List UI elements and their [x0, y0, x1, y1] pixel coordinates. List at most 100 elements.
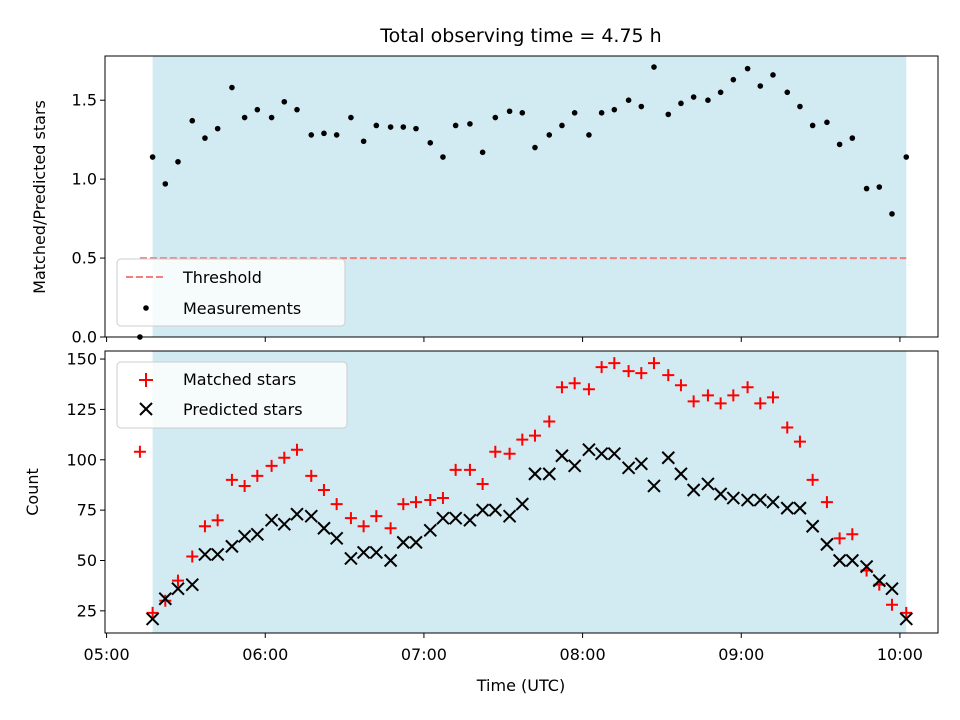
- ratio-panel: 0.0 0.5 1.0 1.5 Matched/Predicted stars Thr…: [30, 55, 939, 347]
- matched-star-point: [489, 445, 502, 458]
- matched-star-point: [159, 594, 172, 607]
- counts-marks: [133, 357, 913, 626]
- matched-star-point: [833, 532, 846, 545]
- measurement-point: [440, 154, 446, 160]
- measurement-point: [333, 132, 340, 138]
- matched-star-point: [317, 483, 330, 496]
- matched-star-point: [171, 574, 184, 587]
- predicted-star-point: [448, 511, 463, 525]
- ratio-legend: Threshold Measurements: [116, 258, 346, 327]
- predicted-star-point: [463, 513, 477, 527]
- legend-predicted-label: Predicted stars: [183, 400, 303, 419]
- measurement-point: [162, 181, 169, 187]
- measurement-point: [757, 83, 764, 89]
- predicted-star-point: [225, 539, 239, 554]
- matched-star-point: [568, 377, 581, 390]
- matched-star-point: [278, 451, 291, 464]
- predicted-star-point: [661, 451, 675, 465]
- matched-star-point: [820, 496, 833, 509]
- predicted-star-point: [409, 535, 423, 550]
- measurement-point: [651, 64, 657, 70]
- predicted-star-point: [845, 553, 860, 568]
- matched-star-point: [781, 421, 794, 434]
- matched-star-point: [238, 479, 251, 492]
- predicted-star-point: [594, 447, 609, 461]
- matched-star-point: [885, 598, 898, 611]
- matched-star-point: [701, 389, 714, 402]
- matched-star-point: [146, 606, 159, 619]
- x-tick-label: 08:00: [560, 645, 606, 664]
- predicted-star-point: [237, 529, 252, 544]
- counts-legend: Matched stars Predicted stars: [116, 361, 348, 429]
- matched-star-point: [211, 514, 224, 527]
- predicted-star-point: [820, 537, 834, 552]
- matched-star-point: [198, 520, 211, 533]
- x-axis-label: Time (UTC): [476, 676, 565, 695]
- predicted-star-point: [436, 511, 450, 525]
- measurement-point: [797, 103, 803, 110]
- matched-star-point: [647, 357, 660, 370]
- predicted-star-point: [634, 457, 649, 471]
- matched-star-point: [635, 367, 648, 380]
- measurement-point: [611, 106, 618, 113]
- matched-star-point: [370, 510, 383, 523]
- measurement-point: [889, 211, 895, 217]
- matched-star-point: [409, 496, 422, 509]
- matched-star-point: [424, 494, 437, 507]
- matched-star-point: [251, 469, 264, 482]
- measurement-point: [479, 149, 486, 156]
- matched-star-point: [622, 365, 635, 378]
- measurement-point: [413, 125, 419, 132]
- matched-star-point: [384, 522, 397, 535]
- y-tick-label: 125: [66, 400, 97, 419]
- matched-star-point: [330, 498, 343, 511]
- measurement-point: [175, 158, 181, 165]
- y-tick-label: 0.0: [72, 328, 97, 347]
- matched-star-point: [793, 435, 806, 448]
- predicted-star-point: [515, 497, 530, 511]
- measurement-point: [214, 125, 221, 132]
- predicted-star-point: [740, 493, 755, 507]
- predicted-star-point: [304, 509, 318, 523]
- measurement-point: [903, 154, 910, 160]
- matched-star-point: [290, 443, 303, 456]
- predicted-star-point: [582, 442, 596, 457]
- predicted-star-point: [647, 479, 661, 493]
- measurement-point: [506, 108, 513, 115]
- ratio-y-axis-label: Matched/Predicted stars: [30, 100, 49, 294]
- matched-star-point: [555, 381, 568, 394]
- measurement-point: [360, 138, 367, 145]
- predicted-star-point: [185, 577, 199, 592]
- measurement-point: [705, 97, 711, 104]
- ratio-axes-frame: [104, 55, 939, 338]
- measurement-point: [427, 140, 434, 146]
- predicted-star-point: [171, 581, 185, 596]
- matched-star-point: [528, 429, 541, 442]
- matched-star-point: [516, 433, 529, 446]
- predicted-star-point: [475, 503, 490, 517]
- predicted-star-point: [713, 487, 728, 501]
- predicted-star-point: [805, 519, 820, 533]
- y-tick-label: 0.5: [72, 249, 97, 268]
- predicted-star-point: [567, 459, 582, 473]
- ratio-legend-box: [116, 258, 346, 327]
- legend-matched-swatch: [139, 373, 153, 387]
- measurement-point: [730, 76, 737, 83]
- predicted-star-point: [488, 503, 503, 517]
- measurement-point: [202, 135, 208, 141]
- y-tick-label: 100: [66, 450, 97, 469]
- predicted-star-point: [396, 535, 411, 550]
- counts-axes-frame: [104, 350, 939, 634]
- matched-star-point: [674, 379, 687, 392]
- counts-y-axis-label: Count: [23, 468, 42, 516]
- legend-matched-label: Matched stars: [183, 370, 296, 389]
- x-tick-label: 06:00: [242, 645, 288, 664]
- matched-star-point: [608, 357, 621, 370]
- measurement-point: [546, 132, 553, 138]
- measurement-point: [189, 117, 196, 124]
- predicted-star-point: [198, 547, 212, 562]
- matched-star-point: [662, 369, 675, 382]
- predicted-star-point: [832, 553, 847, 568]
- matched-star-point: [741, 381, 754, 394]
- predicted-star-point: [383, 553, 398, 568]
